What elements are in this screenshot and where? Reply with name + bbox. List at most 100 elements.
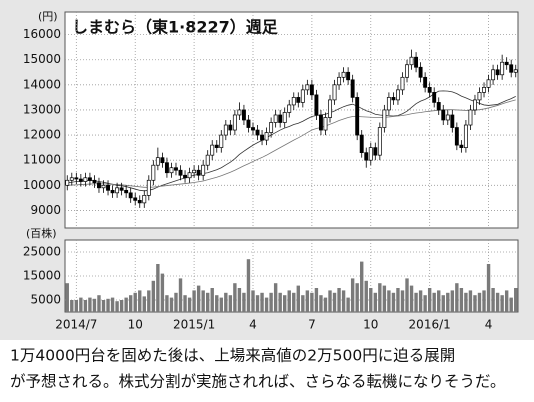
volume-bar [269, 292, 273, 312]
candle-body [115, 187, 120, 194]
caption-line: 1万4000円台を固めた後は、上場来高値の2万500円に迫る展開 [10, 347, 455, 365]
volume-bar [273, 283, 278, 312]
volume-bar [495, 292, 500, 312]
volume-bar [459, 288, 464, 312]
candle-body [373, 147, 378, 156]
volume-bar [237, 288, 242, 312]
volume-bar [491, 288, 495, 312]
candle-body [160, 157, 165, 164]
volume-bar [110, 297, 115, 312]
volume-bar [305, 290, 310, 312]
candle-body [396, 89, 400, 101]
volume-bar [174, 292, 178, 312]
candle-body [97, 182, 101, 189]
volume-bar [378, 283, 382, 312]
volume-bar [178, 278, 183, 312]
candle-body [400, 76, 405, 91]
candle-body [223, 124, 228, 136]
candle-body [269, 122, 274, 133]
candle-body [482, 86, 486, 93]
x-tick-label: 4 [249, 318, 257, 332]
candle-body [486, 79, 491, 88]
volume-bar [514, 288, 518, 312]
candle-body [205, 154, 210, 166]
volume-bar [165, 295, 169, 312]
volume-bar [233, 283, 237, 312]
y-tick-label: 25000 [23, 245, 61, 259]
candle-body [391, 97, 396, 101]
candle-body [137, 200, 142, 204]
volume-bar [500, 295, 504, 312]
volume-bar [292, 292, 296, 312]
volume-bar [310, 292, 314, 312]
candle-body [441, 109, 446, 121]
candle-body [504, 61, 509, 66]
volume-bar [337, 288, 341, 312]
volume-bar [400, 290, 405, 312]
candle-body [468, 109, 473, 126]
volume-bar [74, 300, 79, 312]
volume-bar [83, 300, 88, 312]
volume-bar [106, 298, 110, 312]
volume-bar [301, 295, 305, 312]
candle-body [83, 177, 88, 182]
volume-bar [464, 292, 468, 312]
candle-body [110, 189, 115, 194]
volume-bar [119, 300, 124, 312]
candle-body [214, 144, 219, 148]
candle-body [174, 167, 178, 171]
candle-body [386, 97, 391, 111]
volume-bar [210, 288, 214, 312]
volume-bar [142, 296, 146, 312]
volume-bar [382, 285, 387, 312]
x-tick-label: 2015/1 [173, 318, 215, 332]
candle-body [341, 71, 346, 78]
candle-body [409, 56, 414, 66]
x-tick-label: 10 [128, 318, 143, 332]
y-tick-label: 16000 [23, 27, 61, 41]
candle-body [237, 109, 242, 116]
candle-body [323, 117, 328, 131]
candle-body [192, 169, 197, 174]
candle-body [74, 177, 79, 180]
volume-bar [283, 295, 287, 312]
volume-bar [314, 288, 319, 312]
candle-body [418, 66, 423, 78]
volume-bar [246, 259, 251, 312]
volume-bar [128, 295, 133, 312]
candle-body [359, 134, 364, 154]
candle-body [92, 179, 97, 184]
candle-body [278, 114, 283, 123]
volume-bar [115, 301, 119, 312]
y-tick-label: 13000 [23, 102, 61, 116]
volume-bar [346, 297, 350, 312]
candle-body [260, 134, 265, 141]
volume-bar [264, 297, 269, 312]
volume-bar [138, 290, 142, 312]
volume-bar [418, 290, 423, 312]
y-tick-label: 10000 [23, 178, 61, 192]
volume-bar [70, 300, 74, 312]
candle-body [432, 92, 437, 103]
volume-bar [151, 280, 156, 312]
candle-body [124, 189, 129, 194]
candle-body [232, 114, 237, 131]
volume-bar [219, 297, 223, 312]
volume-bar [414, 292, 418, 312]
volume-bar [215, 295, 219, 312]
volume-bar [504, 290, 509, 312]
moving-average-line [67, 90, 516, 192]
candle-body [454, 127, 459, 146]
candle-body [477, 92, 482, 101]
candle-body [187, 172, 192, 179]
price-panel [64, 11, 519, 229]
candle-body [87, 177, 92, 181]
volume-bar [473, 295, 477, 312]
volume-bar [255, 295, 260, 312]
volume-bar [228, 295, 233, 312]
candle-body [377, 127, 382, 156]
volume-bar [201, 290, 205, 312]
candle-body [491, 69, 496, 81]
candle-body [210, 144, 215, 156]
